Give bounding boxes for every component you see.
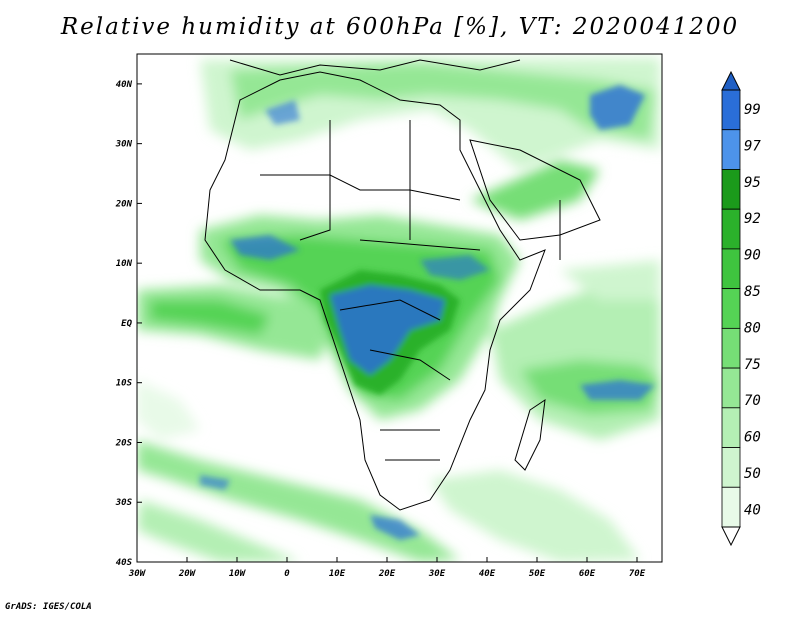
lon-label: 60E bbox=[579, 569, 596, 579]
colorbar-label: 60 bbox=[744, 430, 761, 446]
lon-label: 70E bbox=[629, 569, 646, 579]
colorbar-segment bbox=[721, 248, 741, 290]
colorbar-label: 92 bbox=[744, 211, 761, 227]
colorbar-label: 97 bbox=[744, 138, 761, 154]
map-title: Relative humidity at 600hPa [%], VT: 202… bbox=[60, 14, 740, 40]
grads-credit: GrADS: IGES/COLA bbox=[5, 602, 92, 612]
lat-label: 30S bbox=[115, 498, 133, 508]
lon-label: 20W bbox=[178, 569, 197, 579]
humidity-field bbox=[137, 54, 662, 562]
plot-frame bbox=[136, 53, 663, 563]
colorbar-segment bbox=[721, 89, 741, 131]
colorbar-segment bbox=[721, 367, 741, 409]
lon-label: 50E bbox=[529, 569, 546, 579]
colorbar-segment bbox=[721, 208, 741, 250]
colorbar-segment bbox=[721, 288, 741, 329]
lat-label: 40S bbox=[116, 558, 133, 568]
lon-label: 40E bbox=[479, 569, 496, 579]
lon-label: 20E bbox=[378, 569, 396, 579]
colorbar-label: 75 bbox=[744, 357, 761, 373]
colorbar-segment bbox=[721, 169, 741, 210]
longitude-axis: 30W 20W 10W 0 10E 20E 30E 40E 50E 60E 70E bbox=[128, 557, 646, 579]
colorbar-top-arrow bbox=[721, 70, 741, 91]
colorbar-label: 95 bbox=[744, 175, 761, 191]
lat-label: EQ bbox=[121, 319, 132, 329]
coastlines bbox=[204, 59, 601, 511]
colorbar-label: 50 bbox=[744, 466, 761, 482]
lon-label: 30E bbox=[428, 569, 446, 579]
colorbar-segment bbox=[721, 129, 741, 170]
colorbar-label: 85 bbox=[744, 284, 761, 300]
colorbar-segment bbox=[721, 447, 741, 488]
lat-label: 20S bbox=[115, 438, 133, 448]
colorbar-bottom-arrow bbox=[721, 526, 741, 547]
lat-label: 40N bbox=[116, 80, 133, 90]
colorbar-label: 99 bbox=[744, 102, 761, 118]
colorbar-label: 80 bbox=[744, 320, 761, 336]
lon-label: 10E bbox=[329, 569, 346, 579]
lat-label: 20N bbox=[115, 199, 133, 209]
colorbar-segment bbox=[721, 486, 741, 528]
lat-label: 10N bbox=[116, 259, 133, 269]
colorbar-segment bbox=[721, 327, 741, 369]
lat-label: 30N bbox=[115, 140, 133, 150]
colorbar-label: 70 bbox=[744, 393, 761, 409]
lon-label: 0 bbox=[284, 569, 290, 579]
colorbar-label: 40 bbox=[744, 502, 761, 518]
colorbar-label: 90 bbox=[744, 248, 761, 264]
colorbar: 99 97 95 92 90 85 80 75 70 60 50 40 bbox=[721, 70, 761, 547]
lon-label: 30W bbox=[128, 569, 147, 579]
colorbar-segment bbox=[721, 407, 741, 448]
lon-label: 10W bbox=[229, 569, 247, 579]
lat-label: 10S bbox=[116, 379, 133, 389]
latitude-axis: 40N 30N 20N 10N EQ 10S 20S 30S 40S bbox=[115, 80, 142, 568]
